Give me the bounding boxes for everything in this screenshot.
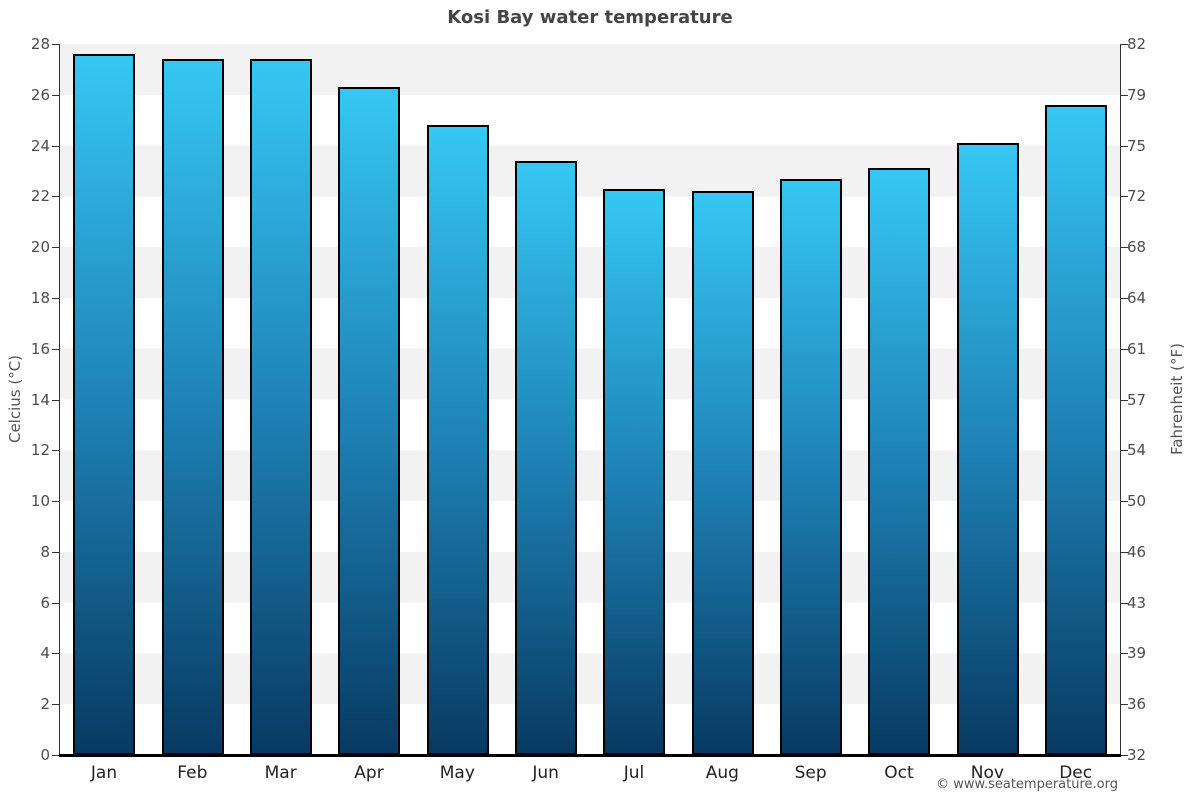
- chart-title: Kosi Bay water temperature: [447, 7, 733, 28]
- x-label-feb: Feb: [177, 763, 208, 783]
- y-tick-fahrenheit-57: 57: [1127, 390, 1147, 409]
- bar-jan[interactable]: [73, 54, 136, 755]
- x-axis-line: [59, 754, 1121, 757]
- x-label-oct: Oct: [884, 763, 914, 783]
- tick-mark-left: [52, 145, 59, 147]
- tick-mark-right: [1121, 44, 1128, 45]
- tick-mark-right: [1121, 297, 1128, 299]
- x-label-jan: Jan: [90, 763, 118, 783]
- y-tick-fahrenheit-72: 72: [1127, 187, 1147, 206]
- tick-mark-right: [1121, 196, 1128, 198]
- y-axis-title-fahrenheit: Fahrenheit (°F): [1168, 343, 1186, 455]
- bar-may[interactable]: [426, 125, 489, 755]
- x-label-jun: Jun: [532, 763, 559, 783]
- tick-mark-right: [1121, 551, 1128, 553]
- y-tick-fahrenheit-75: 75: [1127, 136, 1147, 155]
- bar-sep[interactable]: [779, 178, 842, 755]
- tick-mark-left: [52, 399, 59, 401]
- plot-area: [60, 44, 1120, 755]
- x-label-jul: Jul: [623, 763, 645, 783]
- y-axis-line-left: [59, 44, 60, 755]
- tick-mark-left: [52, 247, 59, 249]
- tick-mark-left: [52, 297, 59, 299]
- x-label-mar: Mar: [264, 763, 297, 783]
- tick-mark-left: [52, 704, 59, 706]
- y-tick-celsius-6: 6: [40, 593, 50, 612]
- tick-mark-right: [1121, 755, 1128, 756]
- tick-mark-right: [1121, 450, 1128, 452]
- tick-mark-right: [1121, 94, 1128, 96]
- tick-mark-right: [1121, 145, 1128, 147]
- bar-oct[interactable]: [868, 168, 931, 755]
- tick-mark-right: [1121, 602, 1128, 604]
- y-tick-fahrenheit-54: 54: [1127, 441, 1147, 460]
- x-label-sep: Sep: [794, 763, 827, 783]
- tick-mark-right: [1121, 704, 1128, 706]
- y-tick-fahrenheit-68: 68: [1127, 238, 1147, 257]
- y-tick-celsius-0: 0: [40, 746, 50, 764]
- y-tick-fahrenheit-43: 43: [1127, 593, 1147, 612]
- y-tick-celsius-26: 26: [30, 85, 50, 104]
- y-tick-fahrenheit-46: 46: [1127, 542, 1147, 561]
- tick-mark-left: [52, 94, 59, 96]
- y-tick-celsius-24: 24: [30, 136, 50, 155]
- y-tick-celsius-10: 10: [30, 492, 50, 511]
- y-tick-fahrenheit-50: 50: [1127, 492, 1147, 511]
- y-tick-fahrenheit-61: 61: [1127, 339, 1147, 358]
- tick-mark-right: [1121, 348, 1128, 350]
- y-tick-fahrenheit-36: 36: [1127, 695, 1147, 714]
- bar-apr[interactable]: [338, 87, 401, 755]
- y-axis-line-right: [1120, 44, 1121, 755]
- tick-mark-left: [52, 551, 59, 553]
- y-tick-fahrenheit-39: 39: [1127, 644, 1147, 663]
- tick-mark-right: [1121, 653, 1128, 655]
- y-tick-celsius-20: 20: [30, 238, 50, 257]
- y-tick-celsius-12: 12: [30, 441, 50, 460]
- tick-mark-right: [1121, 399, 1128, 401]
- y-tick-celsius-22: 22: [30, 187, 50, 206]
- tick-mark-right: [1121, 247, 1128, 249]
- y-tick-fahrenheit-79: 79: [1127, 85, 1147, 104]
- tick-mark-left: [52, 653, 59, 655]
- bar-aug[interactable]: [691, 191, 754, 755]
- y-tick-celsius-14: 14: [30, 390, 50, 409]
- y-tick-fahrenheit-64: 64: [1127, 288, 1147, 307]
- y-tick-fahrenheit-82: 82: [1127, 35, 1147, 53]
- bar-nov[interactable]: [956, 143, 1019, 755]
- bar-feb[interactable]: [161, 59, 224, 755]
- y-tick-celsius-8: 8: [40, 542, 50, 561]
- y-tick-celsius-28: 28: [30, 35, 50, 53]
- tick-mark-left: [52, 44, 59, 45]
- bar-jul[interactable]: [603, 188, 666, 755]
- tick-mark-left: [52, 196, 59, 198]
- x-label-nov: Nov: [970, 763, 1004, 783]
- copyright-text: © www.seatemperature.org: [936, 777, 1118, 792]
- x-label-may: May: [439, 763, 475, 783]
- y-tick-celsius-18: 18: [30, 288, 50, 307]
- y-tick-fahrenheit-32: 32: [1127, 746, 1147, 764]
- tick-mark-left: [52, 348, 59, 350]
- x-label-apr: Apr: [354, 763, 384, 783]
- x-label-dec: Dec: [1059, 763, 1093, 783]
- bar-dec[interactable]: [1044, 104, 1107, 755]
- y-tick-celsius-4: 4: [40, 644, 50, 663]
- tick-mark-left: [52, 501, 59, 503]
- y-tick-celsius-2: 2: [40, 695, 50, 714]
- tick-mark-left: [52, 755, 59, 756]
- tick-mark-left: [52, 602, 59, 604]
- y-tick-celsius-16: 16: [30, 339, 50, 358]
- tick-mark-left: [52, 450, 59, 452]
- bar-jun[interactable]: [514, 160, 577, 755]
- tick-mark-right: [1121, 501, 1128, 503]
- bar-mar[interactable]: [249, 59, 312, 755]
- x-label-aug: Aug: [705, 763, 739, 783]
